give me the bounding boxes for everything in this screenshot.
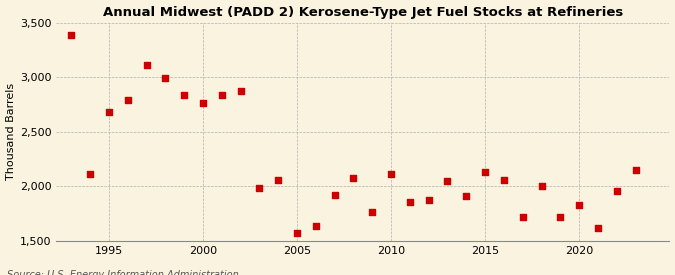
Point bbox=[273, 177, 284, 182]
Point bbox=[217, 92, 227, 97]
Point bbox=[310, 223, 321, 228]
Point bbox=[480, 170, 491, 174]
Point bbox=[66, 32, 77, 37]
Point bbox=[442, 178, 453, 183]
Point bbox=[593, 226, 603, 230]
Point bbox=[404, 199, 415, 204]
Point bbox=[574, 203, 585, 207]
Point bbox=[141, 63, 152, 67]
Point bbox=[536, 184, 547, 188]
Y-axis label: Thousand Barrels: Thousand Barrels bbox=[5, 83, 16, 180]
Point bbox=[160, 76, 171, 80]
Point bbox=[179, 92, 190, 97]
Point bbox=[235, 89, 246, 94]
Point bbox=[461, 194, 472, 198]
Point bbox=[423, 198, 434, 203]
Point bbox=[555, 214, 566, 219]
Point bbox=[517, 214, 528, 219]
Point bbox=[254, 186, 265, 191]
Point bbox=[348, 175, 359, 180]
Title: Annual Midwest (PADD 2) Kerosene-Type Jet Fuel Stocks at Refineries: Annual Midwest (PADD 2) Kerosene-Type Je… bbox=[103, 6, 623, 18]
Point bbox=[329, 193, 340, 197]
Text: Source: U.S. Energy Information Administration: Source: U.S. Energy Information Administ… bbox=[7, 271, 238, 275]
Point bbox=[103, 110, 114, 114]
Point bbox=[612, 188, 622, 193]
Point bbox=[198, 101, 209, 106]
Point bbox=[385, 172, 396, 177]
Point bbox=[84, 172, 95, 177]
Point bbox=[367, 210, 377, 215]
Point bbox=[122, 98, 133, 102]
Point bbox=[292, 231, 302, 235]
Point bbox=[630, 168, 641, 172]
Point bbox=[499, 177, 510, 182]
